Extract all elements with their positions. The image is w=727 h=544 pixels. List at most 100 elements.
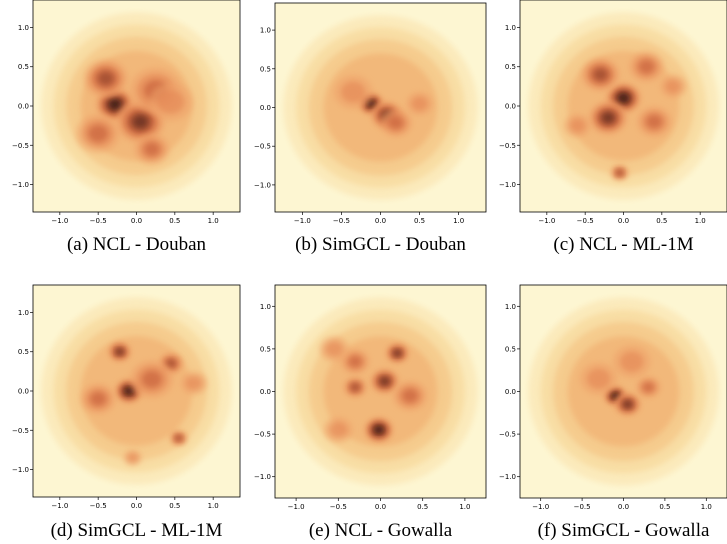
panel-caption: (e) NCL - Gowalla bbox=[309, 520, 453, 541]
panel-caption: (a) NCL - Douban bbox=[67, 234, 207, 255]
x-tick-label: −1.0 bbox=[288, 503, 305, 511]
x-tick-label: 1.0 bbox=[459, 503, 470, 511]
density-peak-3 bbox=[379, 108, 413, 138]
panel-6: −1.0 −0.5 0.0 0.5 1.0 1.0 0.5 0.0 −0.5 −1.0 (f) Si… bbox=[499, 284, 727, 541]
y-tick-label: 0.5 bbox=[505, 345, 516, 353]
x-tick-label: 0.0 bbox=[131, 502, 142, 510]
y-tick-label: 0.0 bbox=[18, 388, 29, 396]
y-tick-label: 0.0 bbox=[18, 103, 29, 111]
density-field bbox=[283, 15, 478, 200]
density-peak-8 bbox=[319, 336, 349, 362]
x-tick-label: −0.5 bbox=[574, 503, 591, 511]
y-tick-label: −0.5 bbox=[254, 143, 271, 151]
density-peak-3 bbox=[115, 100, 166, 144]
density-field bbox=[528, 12, 719, 200]
density-peak-3 bbox=[635, 376, 661, 399]
density-peak-2 bbox=[588, 100, 628, 135]
density-peak-6 bbox=[76, 114, 121, 153]
x-tick-label: −1.0 bbox=[294, 217, 311, 225]
density-field bbox=[283, 297, 478, 486]
density-peak-5 bbox=[134, 133, 170, 165]
density-field bbox=[41, 297, 232, 485]
density-peak-6 bbox=[392, 380, 428, 411]
y-tick-label: −1.0 bbox=[12, 181, 29, 189]
density-peak-2 bbox=[108, 341, 132, 362]
y-tick-label: 0.5 bbox=[260, 345, 271, 353]
y-tick-label: 1.0 bbox=[505, 24, 516, 32]
density-peak-8 bbox=[660, 74, 687, 98]
panel-4: −1.0 −0.5 0.0 0.5 1.0 1.0 0.5 0.0 −0.5 −1.0 (d) Si… bbox=[12, 284, 241, 541]
x-tick-label: −0.5 bbox=[90, 502, 107, 510]
y-tick-label: 0.0 bbox=[505, 103, 516, 111]
x-tick-label: 0.0 bbox=[131, 217, 142, 225]
panel-5: −1.0 −0.5 0.0 0.5 1.0 1.0 0.5 0.0 −0.5 −1.0 (e) NC… bbox=[254, 284, 487, 541]
y-tick-label: −1.0 bbox=[254, 473, 271, 481]
density-peak-6 bbox=[80, 383, 116, 415]
density-peak-7 bbox=[323, 417, 353, 443]
y-tick-label: −1.0 bbox=[12, 466, 29, 474]
density-peak-4 bbox=[169, 430, 188, 446]
x-tick-label: 0.0 bbox=[375, 503, 386, 511]
density-peak-5 bbox=[636, 106, 672, 138]
density-peak-7 bbox=[564, 114, 591, 138]
x-tick-label: 0.5 bbox=[169, 217, 180, 225]
x-tick-label: 0.5 bbox=[659, 503, 670, 511]
density-peak-2 bbox=[370, 368, 400, 394]
density-peak-3 bbox=[581, 57, 620, 92]
x-tick-label: 0.5 bbox=[169, 502, 180, 510]
y-tick-label: 0.5 bbox=[18, 348, 29, 356]
y-tick-label: −1.0 bbox=[499, 181, 516, 189]
panel-caption: (c) NCL - ML-1M bbox=[553, 234, 693, 255]
y-tick-label: −0.5 bbox=[12, 427, 29, 435]
x-tick-label: −0.5 bbox=[330, 503, 347, 511]
density-peak-6 bbox=[610, 165, 629, 181]
density-peak-7 bbox=[148, 82, 194, 122]
x-tick-label: −1.0 bbox=[51, 217, 68, 225]
x-tick-label: −1.0 bbox=[538, 217, 555, 225]
x-tick-label: −0.5 bbox=[333, 217, 350, 225]
y-tick-label: 0.0 bbox=[505, 388, 516, 396]
y-tick-label: 0.0 bbox=[260, 104, 271, 112]
x-tick-label: −0.5 bbox=[90, 217, 107, 225]
density-peak-7 bbox=[123, 450, 142, 466]
x-tick-label: −1.0 bbox=[51, 502, 68, 510]
y-tick-label: −0.5 bbox=[499, 431, 516, 439]
y-tick-label: −0.5 bbox=[12, 142, 29, 150]
y-tick-label: −1.0 bbox=[254, 181, 271, 189]
y-tick-label: −0.5 bbox=[499, 142, 516, 150]
density-peak-2 bbox=[83, 59, 128, 98]
y-tick-label: 0.5 bbox=[260, 65, 271, 73]
density-peak-5 bbox=[406, 91, 434, 116]
density-peak-4 bbox=[333, 74, 373, 110]
y-tick-label: 1.0 bbox=[260, 27, 271, 35]
density-peak-1 bbox=[364, 417, 394, 443]
x-tick-label: 0.5 bbox=[656, 217, 667, 225]
x-tick-label: −1.0 bbox=[532, 503, 549, 511]
x-tick-label: 1.0 bbox=[208, 502, 219, 510]
x-tick-label: 0.0 bbox=[375, 217, 386, 225]
y-tick-label: 0.5 bbox=[505, 63, 516, 71]
x-tick-label: 0.0 bbox=[618, 217, 629, 225]
x-tick-label: 0.0 bbox=[618, 503, 629, 511]
panel-caption: (f) SimGCL - Gowalla bbox=[538, 520, 710, 541]
x-tick-label: −0.5 bbox=[577, 217, 594, 225]
panel-3: −1.0 −0.5 0.0 0.5 1.0 1.0 0.5 0.0 −0.5 −1.0 (c) NC… bbox=[499, 0, 727, 255]
panel-caption: (d) SimGCL - ML-1M bbox=[51, 520, 223, 541]
density-peak-5 bbox=[340, 349, 370, 375]
y-tick-label: 1.0 bbox=[505, 303, 516, 311]
density-peak-5 bbox=[612, 345, 651, 379]
y-tick-label: −0.5 bbox=[254, 431, 271, 439]
x-tick-label: 0.5 bbox=[414, 217, 425, 225]
density-peak-4 bbox=[579, 362, 618, 396]
density-peak-8 bbox=[180, 371, 208, 395]
density-field bbox=[528, 297, 719, 486]
y-tick-label: 0.5 bbox=[18, 63, 29, 71]
panel-2: −1.0 −0.5 0.0 0.5 1.0 1.0 0.5 0.0 −0.5 −1.0 (b) Si… bbox=[254, 2, 487, 255]
x-tick-label: 1.0 bbox=[208, 217, 219, 225]
x-tick-label: 1.0 bbox=[453, 217, 464, 225]
y-tick-label: 0.0 bbox=[260, 388, 271, 396]
panel-1: −1.0 −0.5 0.0 0.5 1.0 1.0 0.5 0.0 −0.5 −1.0 (a) NC… bbox=[12, 0, 241, 255]
y-tick-label: 1.0 bbox=[18, 24, 29, 32]
y-tick-label: 1.0 bbox=[260, 303, 271, 311]
y-tick-label: −1.0 bbox=[499, 473, 516, 481]
